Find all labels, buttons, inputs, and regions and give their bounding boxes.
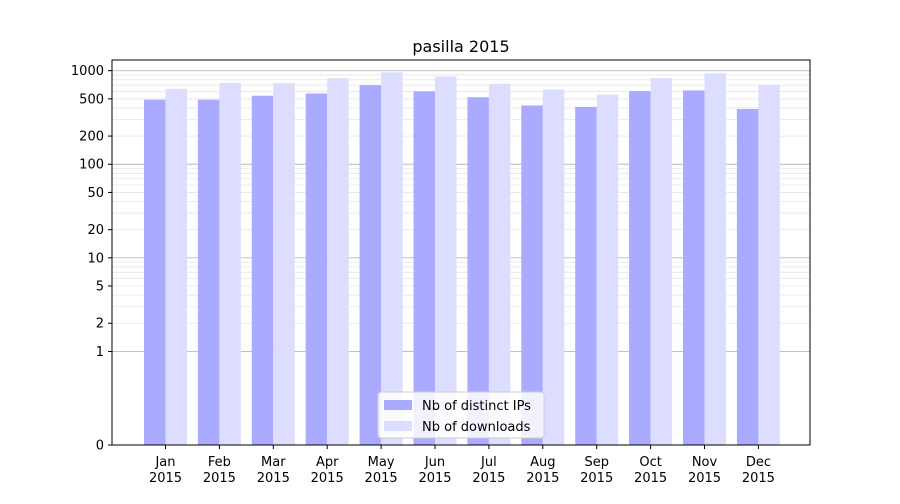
x-tick-label-year: 2015 bbox=[257, 471, 290, 486]
x-tick-label-month: Nov bbox=[692, 455, 718, 470]
bar-series-1 bbox=[575, 106, 597, 446]
x-tick-label-month: Sep bbox=[584, 455, 609, 470]
y-tick-label: 20 bbox=[87, 223, 104, 238]
bar-series-1 bbox=[144, 99, 166, 445]
legend-label: Nb of distinct IPs bbox=[422, 399, 531, 414]
x-tick-label-month: Jul bbox=[480, 455, 497, 470]
x-tick-label-year: 2015 bbox=[149, 471, 182, 486]
plot-frame bbox=[111, 59, 811, 446]
y-tick-label: 1000 bbox=[71, 64, 104, 79]
x-tick-label-month: Feb bbox=[208, 455, 231, 470]
y-tick-label: 10 bbox=[87, 251, 104, 266]
x-tick-label-month: Aug bbox=[530, 455, 555, 470]
bar-series-2 bbox=[327, 78, 349, 446]
x-tick-label-month: May bbox=[368, 455, 395, 470]
bar-series-2 bbox=[381, 72, 403, 445]
x-tick-label-year: 2015 bbox=[365, 471, 398, 486]
x-tick-label-year: 2015 bbox=[688, 471, 721, 486]
bar-series-2 bbox=[435, 76, 457, 445]
bar-series-2 bbox=[758, 84, 780, 446]
x-tick-label-year: 2015 bbox=[742, 471, 775, 486]
bar-series-1 bbox=[629, 91, 651, 445]
bar-series-1 bbox=[197, 99, 220, 445]
y-tick-label: 50 bbox=[87, 186, 104, 201]
legend-swatch bbox=[384, 421, 412, 431]
y-tick-label: 1 bbox=[96, 345, 104, 360]
bar-series-2 bbox=[165, 88, 187, 446]
bar-series-1 bbox=[683, 90, 705, 446]
bar-series-2 bbox=[273, 83, 295, 446]
bar-series-1 bbox=[251, 95, 274, 446]
x-tick-label-year: 2015 bbox=[418, 471, 451, 486]
bar-series-1 bbox=[467, 97, 489, 446]
x-tick-label-month: Apr bbox=[316, 455, 339, 470]
axes-ticks: 01251020501002005001000Jan2015Feb2015Mar… bbox=[71, 64, 775, 486]
y-tick-label: 200 bbox=[79, 130, 104, 145]
y-tick-label: 100 bbox=[79, 158, 104, 173]
bar-series-1 bbox=[736, 108, 759, 446]
bar-series-1 bbox=[521, 105, 543, 445]
y-tick-label: 500 bbox=[79, 92, 104, 107]
bar-series-1 bbox=[413, 91, 435, 446]
legend: Nb of distinct IPs Nb of downloads bbox=[377, 391, 545, 439]
x-tick-label-year: 2015 bbox=[526, 471, 559, 486]
y-tick-label: 0 bbox=[96, 439, 104, 454]
x-tick-label-month: Mar bbox=[261, 455, 286, 470]
bar-series-2 bbox=[219, 82, 241, 446]
bar-series-2 bbox=[542, 89, 565, 445]
x-tick-label-year: 2015 bbox=[580, 471, 613, 486]
x-tick-label-month: Jun bbox=[424, 455, 445, 470]
bar-series-2 bbox=[650, 78, 673, 446]
x-tick-label-year: 2015 bbox=[311, 471, 344, 486]
bar-series-2 bbox=[704, 73, 726, 445]
x-tick-label-year: 2015 bbox=[203, 471, 236, 486]
bar-series-1 bbox=[359, 85, 382, 445]
chart-title: pasilla 2015 bbox=[412, 37, 509, 56]
bar-series-2 bbox=[488, 83, 511, 445]
x-tick-label-month: Dec bbox=[746, 455, 771, 470]
bar-series-2 bbox=[596, 94, 619, 445]
legend-label: Nb of downloads bbox=[422, 420, 531, 435]
x-tick-label-year: 2015 bbox=[634, 471, 667, 486]
bar-series-1 bbox=[305, 93, 328, 445]
x-tick-label-year: 2015 bbox=[472, 471, 505, 486]
legend-box bbox=[377, 391, 545, 439]
bars bbox=[144, 72, 780, 446]
y-tick-label: 2 bbox=[96, 317, 104, 332]
y-tick-label: 5 bbox=[96, 280, 104, 295]
legend-swatch bbox=[384, 400, 412, 410]
x-tick-label-month: Oct bbox=[639, 455, 661, 470]
x-tick-label-month: Jan bbox=[154, 455, 175, 470]
